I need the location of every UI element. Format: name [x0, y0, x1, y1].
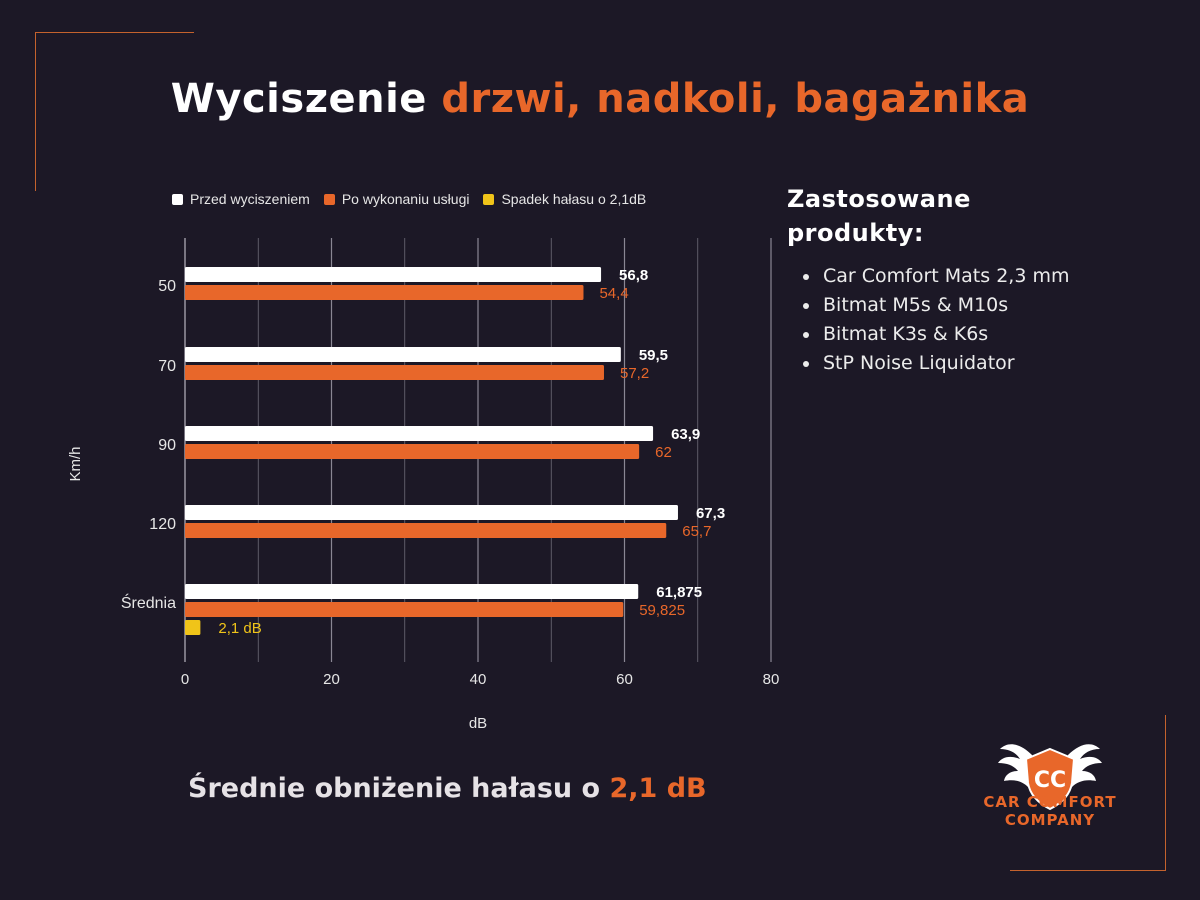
x-tick-label: 20 — [323, 671, 340, 688]
bar-before — [185, 584, 639, 599]
product-item: Car Comfort Mats 2,3 mm — [803, 262, 1069, 291]
bar-after — [185, 444, 640, 459]
logo-text-line-1: CAR COMFORT — [983, 793, 1117, 811]
product-label: Bitmat K3s & K6s — [823, 323, 989, 345]
title-part-1: Wyciszenie — [170, 76, 442, 122]
decorative-corner-top-left — [35, 32, 194, 191]
bar-after — [185, 285, 584, 300]
legend-item-drop: Spadek hałasu o 2,1dB — [483, 191, 646, 207]
legend-label-after: Po wykonaniu usługi — [341, 191, 470, 207]
product-item: Bitmat K3s & K6s — [803, 320, 1069, 349]
page-title: Wyciszenie drzwi, nadkoli, bagażnika — [0, 76, 1200, 122]
summary-text: Średnie obniżenie hałasu o 2,1 dB — [188, 773, 707, 804]
bar-after — [185, 602, 624, 617]
bar-before — [185, 267, 602, 282]
x-tick-label: 80 — [763, 671, 780, 688]
product-label: Car Comfort Mats 2,3 mm — [823, 265, 1070, 287]
category-label: Średnia — [121, 593, 176, 612]
legend-swatch-after — [323, 193, 335, 205]
product-label: Bitmat M5s & M10s — [823, 294, 1009, 316]
x-tick-label: 0 — [181, 671, 189, 688]
bar-before — [185, 426, 654, 441]
products-heading-line-1: Zastosowane — [787, 185, 971, 213]
shield-icon — [1024, 747, 1076, 811]
legend-swatch-before — [172, 193, 183, 205]
bar-before — [185, 505, 678, 520]
bar-before — [185, 347, 621, 362]
category-label: 50 — [158, 278, 176, 295]
legend-item-after: Po wykonaniu usługi — [323, 191, 470, 207]
data-label: 59,825 — [639, 602, 685, 619]
products-heading-line-2: produkty: — [787, 219, 924, 247]
chart-legend: Przed wyciszeniem Po wykonaniu usługi Sp… — [172, 191, 646, 207]
x-tick-label: 40 — [470, 671, 487, 688]
bullet-icon — [803, 331, 809, 338]
logo-text-line-2: COMPANY — [1004, 811, 1096, 829]
bar-drop — [185, 620, 201, 635]
data-label: 54,4 — [599, 285, 628, 302]
legend-label-before: Przed wyciszeniem — [190, 191, 310, 207]
wings-icon — [998, 744, 1102, 787]
legend-item-before: Przed wyciszeniem — [172, 191, 310, 207]
summary-part-1: Średnie obniżenie hałasu o — [188, 773, 610, 804]
products-heading: Zastosowane produkty: — [787, 182, 971, 250]
product-item: Bitmat M5s & M10s — [803, 291, 1069, 320]
data-label: 2,1 dB — [218, 620, 261, 637]
data-label: 63,9 — [671, 426, 700, 443]
company-logo: CC — [998, 744, 1102, 811]
logo-monogram: CC — [1034, 768, 1066, 793]
data-label: 62 — [655, 444, 672, 461]
products-list: Car Comfort Mats 2,3 mm Bitmat M5s & M10… — [803, 262, 1069, 378]
summary-value: 2,1 dB — [609, 773, 707, 804]
legend-swatch-drop — [483, 193, 495, 205]
data-label: 59,5 — [639, 347, 668, 364]
data-label: 56,8 — [619, 267, 648, 284]
title-part-2: drzwi, nadkoli, bagażnika — [441, 76, 1030, 122]
product-label: StP Noise Liquidator — [823, 352, 1015, 374]
data-label: 61,875 — [656, 584, 702, 601]
bar-after — [185, 365, 604, 380]
x-axis-title: dB — [469, 715, 487, 732]
x-tick-label: 60 — [616, 671, 633, 688]
product-item: StP Noise Liquidator — [803, 349, 1069, 378]
data-label: 57,2 — [620, 365, 649, 382]
bullet-icon — [803, 273, 809, 280]
y-axis-title: Km/h — [67, 446, 84, 481]
category-label: 70 — [158, 358, 176, 375]
bullet-icon — [803, 360, 809, 367]
data-label: 67,3 — [696, 505, 725, 522]
decorative-corner-bottom-right — [1010, 715, 1166, 871]
bullet-icon — [803, 302, 809, 309]
category-label: 90 — [158, 437, 176, 454]
category-label: 120 — [149, 516, 176, 533]
bar-after — [185, 523, 667, 538]
data-label: 65,7 — [682, 523, 711, 540]
legend-label-drop: Spadek hałasu o 2,1dB — [501, 191, 647, 207]
